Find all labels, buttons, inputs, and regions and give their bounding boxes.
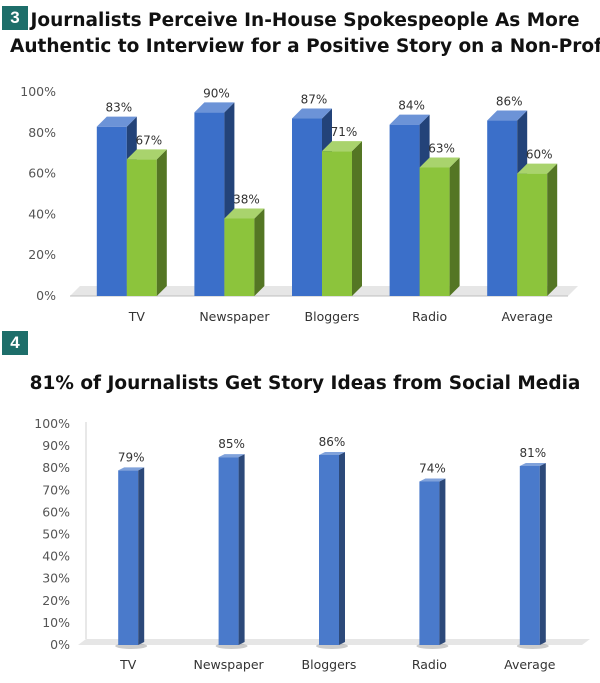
chart-3-data-label: 71%	[331, 125, 358, 139]
chart-3-bar-top	[389, 114, 430, 125]
chart-4-y-tick-label: 100%	[34, 416, 70, 431]
chart-4-bar	[419, 481, 440, 645]
chart-3-data-label: 67%	[135, 133, 162, 147]
chart-4-data-label: 79%	[118, 450, 145, 464]
chart-3-data-label: 83%	[105, 101, 132, 115]
chart-3-data-label: 90%	[203, 86, 230, 100]
chart-4-y-tick-label: 70%	[42, 482, 70, 497]
chart-4-category-label: Bloggers	[302, 657, 357, 672]
chart-4-title: 81% of Journalists Get Story Ideas from …	[29, 373, 581, 394]
chart-3-bar-top	[487, 110, 528, 121]
chart-3-data-label: 63%	[428, 141, 455, 155]
chart-4-bar-side	[539, 462, 546, 645]
chart-3-bar-side	[449, 157, 460, 296]
chart-3-y-tick-label: 100%	[20, 84, 56, 99]
chart-3-category-label: TV	[128, 309, 146, 324]
chart-3-y-tick-label: 20%	[28, 247, 56, 262]
chart-3-bar-front	[419, 167, 450, 296]
chart-3-data-label: 60%	[526, 148, 553, 162]
chart-3-y-tick-label: 80%	[28, 125, 56, 140]
chart-4-data-label: 86%	[319, 435, 346, 449]
chart-3-category-label: Radio	[412, 309, 447, 324]
chart-4-bar-top	[319, 451, 345, 455]
chart-3-bar-front	[487, 120, 518, 296]
chart-4-category-label: TV	[119, 657, 137, 672]
chart-3-bar-side	[156, 149, 167, 296]
chart-4-category-label: Newspaper	[194, 657, 265, 672]
chart-number-badge-4: 4	[2, 331, 28, 355]
chart-3-bar-top	[419, 157, 460, 168]
chart-3-bar-top	[517, 163, 558, 174]
chart-3-bar-side	[254, 208, 265, 296]
chart-4-bar-side	[138, 467, 145, 645]
chart-3-y-tick-label: 60%	[28, 166, 56, 181]
chart-4-y-tick-label: 30%	[42, 571, 70, 586]
chart-3-bar-front	[322, 151, 352, 296]
chart-3-plot: 0% 20% 40% 60% 80% 100% TV 83% 67% Newspaper 90% 38…	[20, 84, 578, 324]
chart-4-bar-top	[419, 478, 446, 482]
chart-4-data-label: 81%	[519, 446, 546, 460]
chart-3-bar-top	[126, 149, 167, 160]
chart-3-title-line-2: Authentic to Interview for a Positive St…	[10, 36, 600, 57]
chart-3-data-label: 87%	[301, 93, 328, 107]
chart-3-bar-front	[96, 126, 127, 297]
chart-4-bar-top	[519, 462, 546, 466]
chart-3-category-label: Average	[502, 309, 554, 324]
chart-3-bar-top	[194, 102, 235, 113]
chart-3-bar-front	[126, 159, 157, 296]
chart-4-data-label: 85%	[218, 437, 245, 451]
chart-3-bar-side	[547, 163, 558, 296]
chart-3-bar-top	[96, 116, 137, 127]
chart-3-y-tick-label: 0%	[36, 288, 56, 303]
chart-4-y-tick-label: 0%	[50, 637, 70, 652]
chart-4-bar-side	[238, 454, 245, 645]
chart-number-badge-3: 3	[2, 6, 28, 30]
chart-3-category-label: Bloggers	[305, 309, 360, 324]
chart-3-bar-front	[292, 118, 322, 297]
chart-4-y-tick-label: 40%	[42, 549, 70, 564]
chart-3-data-label: 84%	[398, 99, 425, 113]
chart-4-bar-side	[439, 478, 446, 645]
chart-4-bar-side	[339, 451, 345, 645]
chart-4-y-tick-label: 10%	[42, 615, 70, 630]
chart-4-bar	[519, 465, 540, 645]
chart-3-bar-front	[224, 218, 255, 296]
chart-4-bar-top	[218, 454, 245, 458]
chart-4-y-tick-label: 20%	[42, 593, 70, 608]
chart-3-bar-front	[389, 124, 420, 296]
chart-4-bar	[118, 470, 139, 645]
chart-4-y-tick-label: 90%	[42, 438, 70, 453]
chart-3-data-label: 86%	[496, 95, 523, 109]
chart-3-category-label: Newspaper	[199, 309, 270, 324]
chart-4-bar	[218, 457, 239, 645]
chart-4-bar	[319, 454, 339, 645]
chart-4-y-tick-label: 80%	[42, 460, 70, 475]
chart-4-plot: 0% 10% 20% 30% 40% 50% 60% 70% 80% 90% 100% TV 79% Ne…	[34, 416, 590, 672]
chart-4-data-label: 74%	[419, 461, 446, 475]
chart-4-category-label: Radio	[412, 657, 447, 672]
chart-3-bar-front	[194, 112, 225, 297]
chart-3-bar-top	[322, 141, 362, 152]
chart-4-bar-top	[118, 467, 145, 471]
chart-3-title-line-1: Journalists Perceive In-House Spokespeop…	[30, 10, 580, 31]
chart-3-y-tick-label: 40%	[28, 206, 56, 221]
chart-4-y-tick-label: 50%	[42, 527, 70, 542]
chart-3-bar-top	[292, 108, 332, 119]
chart-3-data-label: 38%	[233, 192, 260, 206]
chart-3-title: Journalists Perceive In-House Spokespeop…	[10, 8, 600, 60]
chart-3-bar-top	[224, 208, 265, 219]
chart-4-category-label: Average	[504, 657, 556, 672]
chart-4-y-tick-label: 60%	[42, 504, 70, 519]
chart-3-bar-side	[352, 141, 362, 296]
chart-3-bar-front	[517, 173, 548, 296]
